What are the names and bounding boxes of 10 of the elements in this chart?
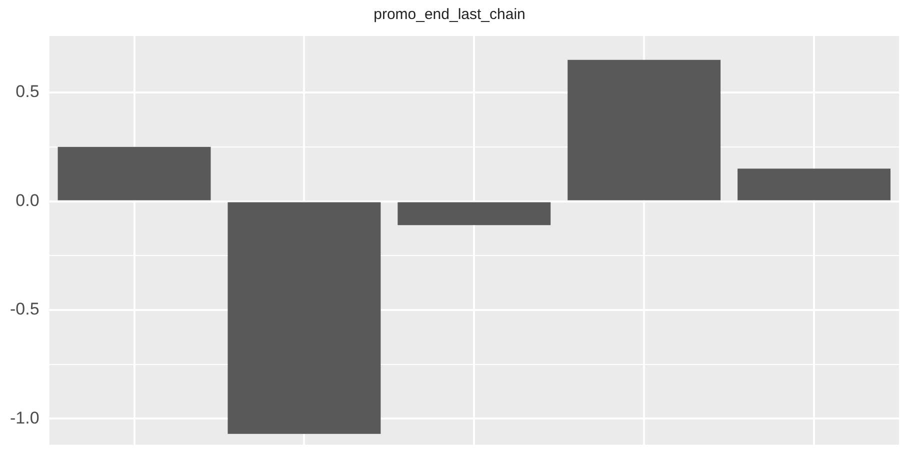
y-tick-label: 0.0 <box>16 190 40 210</box>
bar <box>228 202 381 434</box>
y-tick-label: -1.0 <box>10 408 40 428</box>
bar <box>568 60 721 200</box>
bar <box>58 146 211 200</box>
y-tick-label: 0.5 <box>16 82 40 102</box>
y-tick-label: -0.5 <box>10 300 40 319</box>
bar <box>738 168 891 200</box>
bar <box>398 202 551 226</box>
chart-title: promo_end_last_chain <box>374 6 526 24</box>
